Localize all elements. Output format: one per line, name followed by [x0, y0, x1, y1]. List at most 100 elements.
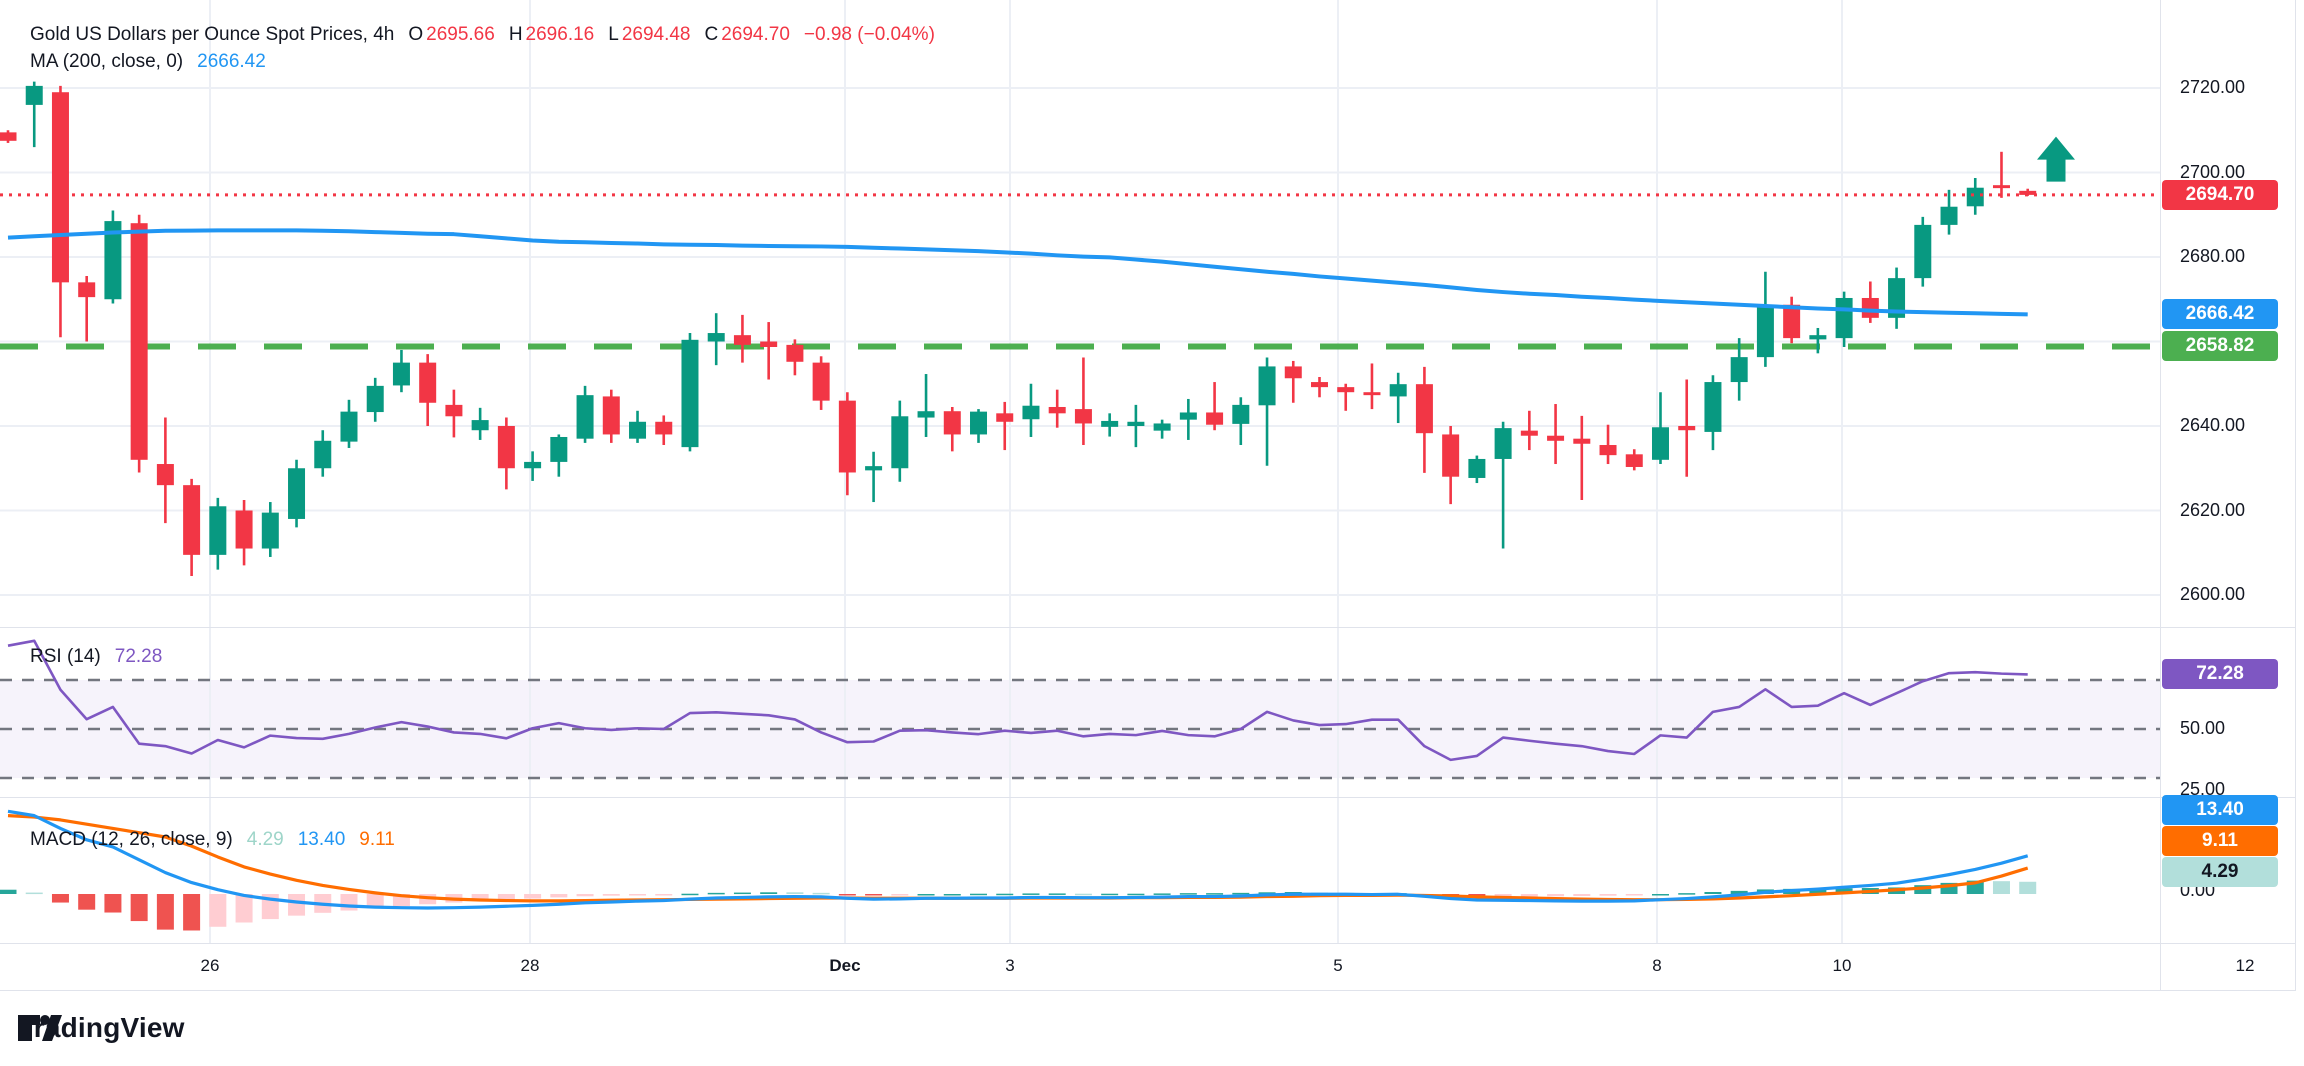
rsi-panel-canvas[interactable] [0, 627, 2160, 797]
price-tick-label: 2600.00 [2180, 584, 2246, 604]
candle-body [1573, 438, 1591, 444]
candle-body [392, 362, 410, 386]
candle-body [1232, 404, 1250, 424]
candle-body [970, 411, 988, 435]
tradingview-logo-icon [18, 1015, 62, 1041]
macd-hist-bar [1074, 893, 1092, 896]
candle-body [1284, 366, 1302, 379]
price-panel-canvas[interactable] [0, 0, 2160, 627]
time-tick-label: 26 [200, 956, 220, 975]
macd-hist-bar [1599, 894, 1617, 896]
candle-body [1101, 420, 1119, 427]
buy-arrow-marker [2037, 136, 2075, 182]
candle-body [760, 341, 778, 347]
macd-hist-bar [1547, 894, 1565, 897]
price-tick-label: 2680.00 [2180, 246, 2246, 266]
ma-legend[interactable]: MA (200, close, 0) 2666.42 [30, 51, 266, 73]
high-label: H [508, 24, 523, 45]
candle-body [1599, 445, 1617, 456]
macd-hist-bar [2019, 881, 2037, 894]
ma-value: 2666.42 [197, 51, 266, 72]
macd-hist-bar [340, 894, 358, 911]
macd-hist-bar [681, 893, 699, 896]
time-tick-label: 10 [1832, 956, 1852, 975]
price-axis-border [2160, 0, 2161, 990]
candle-body [1494, 428, 1512, 459]
macd-hist-bar [235, 894, 253, 923]
candle-body [1048, 406, 1066, 414]
macd-hist-bar [786, 892, 804, 894]
candle-body [1809, 335, 1827, 340]
ma200-line[interactable] [7, 228, 2028, 317]
macd-badge: 4.29 [2162, 857, 2278, 887]
panel-separator[interactable] [0, 797, 2296, 798]
macd-hist-bar [104, 894, 122, 913]
candle-body [209, 506, 227, 555]
candle-body [1835, 297, 1853, 339]
candle-body [812, 362, 830, 401]
time-axis-separator [0, 943, 2296, 944]
macd-hist-bar [943, 894, 961, 896]
candle-body [1520, 430, 1538, 436]
candle-body [419, 362, 437, 403]
candle-body [1206, 412, 1224, 425]
macd-badge: 9.11 [2162, 826, 2278, 856]
candle-body [1258, 366, 1276, 406]
candle-body [655, 421, 673, 435]
macd-hist-bar [733, 892, 751, 895]
macd-legend[interactable]: MACD (12, 26, close, 9) 4.29 13.40 9.11 [30, 829, 395, 851]
rsi-line[interactable] [7, 639, 2028, 762]
candle-body [130, 223, 148, 460]
price-tick-label: 2640.00 [2180, 415, 2246, 435]
macd-hist-bar [1809, 888, 1827, 894]
macd-hist-bar [183, 894, 201, 931]
low-value: 2694.48 [621, 24, 691, 45]
candles-layer [0, 81, 2037, 576]
time-tick-label: 28 [520, 956, 540, 975]
price-badge: 2666.42 [2162, 299, 2278, 329]
candle-body [2019, 190, 2037, 195]
macd-hist-bar [917, 894, 935, 896]
macd-hist-bar [1678, 893, 1696, 895]
candle-body [1678, 426, 1696, 431]
macd-hist-bar [288, 894, 306, 916]
candle-body [366, 385, 384, 413]
candle-body [629, 421, 647, 439]
candle-body [183, 485, 201, 555]
candle-body [51, 92, 69, 283]
candle-body [314, 440, 332, 469]
macd-hist-bar [1573, 894, 1591, 896]
candle-body [235, 510, 253, 549]
candle-body [288, 468, 306, 519]
macd-hist-bar [1153, 893, 1171, 895]
macd-hist-bar [1494, 894, 1512, 897]
macd-label: MACD (12, 26, close, 9) [30, 829, 233, 850]
candle-body [78, 282, 96, 298]
macd-hist-bar [1127, 893, 1145, 896]
close-label: C [704, 24, 719, 45]
macd-hist-bar [838, 894, 856, 896]
macd-hist-bar [366, 894, 384, 909]
macd-signal-value: 9.11 [359, 829, 395, 850]
candle-body [445, 404, 463, 417]
panel-separator[interactable] [0, 627, 2296, 628]
macd-hist-bar [1101, 893, 1119, 896]
macd-hist-bar [602, 894, 620, 896]
candle-body [891, 416, 909, 469]
ma-label: MA (200, close, 0) [30, 51, 184, 72]
candle-body [576, 395, 594, 439]
macd-hist-bar [524, 894, 542, 899]
macd-badge: 13.40 [2162, 795, 2278, 825]
symbol-legend[interactable]: Gold US Dollars per Ounce Spot Prices, 4… [30, 24, 935, 46]
macd-hist-bar [707, 892, 725, 895]
candle-body [1914, 224, 1932, 279]
macd-hist-bar [209, 894, 227, 927]
macd-hist-bar [891, 894, 909, 896]
macd-panel-canvas[interactable] [0, 797, 2160, 943]
rsi-tick-label: 50.00 [2180, 718, 2226, 738]
tradingview-logo[interactable]: TradingView [18, 1012, 185, 1044]
macd-main-line[interactable] [7, 809, 2029, 910]
price-tick-label: 2700.00 [2180, 161, 2246, 182]
candle-body [1179, 412, 1197, 420]
rsi-legend[interactable]: RSI (14) 72.28 [30, 646, 162, 668]
